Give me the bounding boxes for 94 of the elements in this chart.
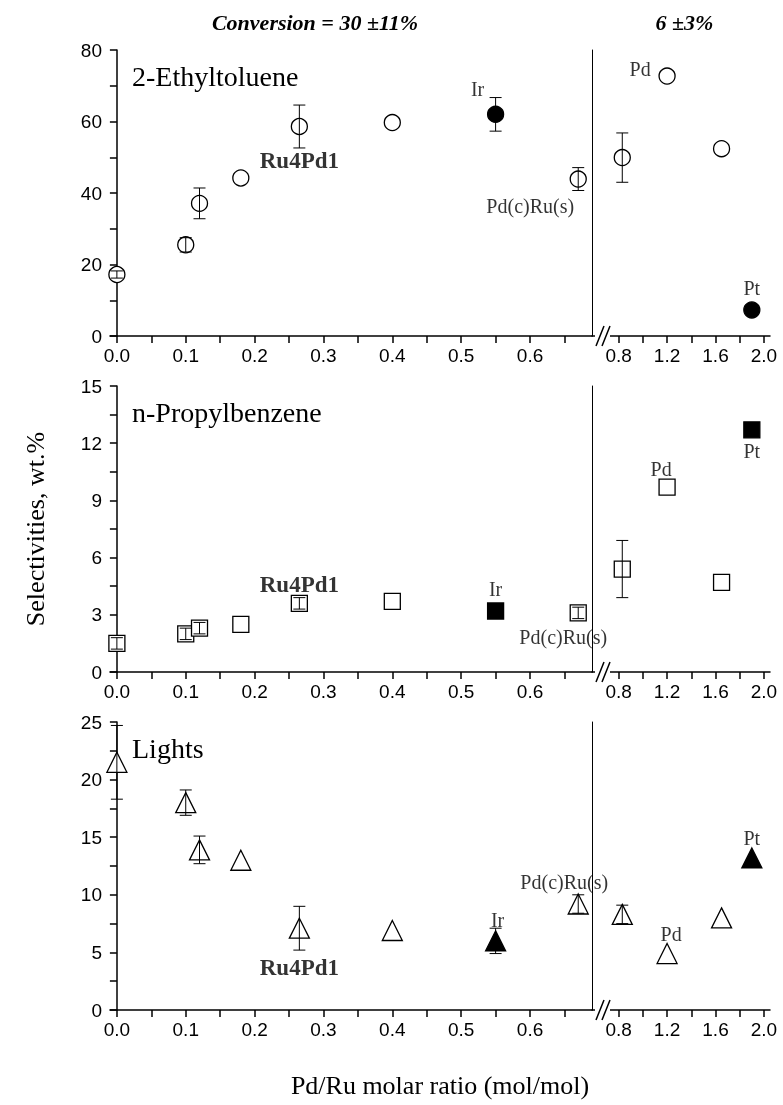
point bbox=[743, 301, 761, 319]
point bbox=[290, 117, 309, 136]
y-tick-label: 0 bbox=[91, 325, 102, 347]
y-tick-label: 9 bbox=[91, 489, 102, 511]
x-tick-label: 1.6 bbox=[702, 681, 729, 702]
point bbox=[381, 919, 403, 942]
x-tick-label: 0.3 bbox=[310, 681, 337, 702]
point bbox=[288, 917, 311, 939]
point bbox=[710, 907, 733, 929]
x-tick-label: 0.5 bbox=[447, 681, 475, 702]
x-tick-label: 0.1 bbox=[172, 681, 199, 702]
point bbox=[486, 602, 505, 620]
point bbox=[383, 592, 401, 611]
x-tick-label: 0.4 bbox=[379, 1019, 406, 1040]
x-tick-label: 0.0 bbox=[103, 345, 131, 366]
x-tick-label: 0.1 bbox=[172, 1019, 199, 1040]
annotation: Ru4Pd1 bbox=[259, 148, 339, 174]
y-tick-label: 5 bbox=[91, 941, 102, 963]
point bbox=[232, 169, 250, 187]
x-tick-label: 1.6 bbox=[702, 1019, 729, 1040]
y-tick-label: 12 bbox=[80, 432, 102, 454]
x-tick-label: 1.6 bbox=[702, 345, 729, 366]
annotation: Pt bbox=[743, 439, 761, 462]
y-tick-label: 6 bbox=[91, 547, 102, 569]
x-tick-label: 0.2 bbox=[241, 345, 268, 366]
x-tick-label: 0.8 bbox=[605, 345, 632, 366]
x-tick-label: 0.6 bbox=[516, 1019, 544, 1040]
point bbox=[232, 615, 250, 633]
point bbox=[230, 849, 252, 871]
annotation: Ru4Pd1 bbox=[259, 954, 339, 980]
annotation: Pt bbox=[743, 826, 761, 849]
x-tick-label: 0.8 bbox=[605, 681, 632, 702]
x-tick-label: 0.2 bbox=[241, 1019, 268, 1040]
point bbox=[188, 839, 211, 861]
chart-title: Conversion = 30 ±11% bbox=[211, 9, 419, 35]
x-tick-label: 0.3 bbox=[310, 345, 337, 366]
annotation: Ir bbox=[488, 577, 503, 600]
y-tick-label: 20 bbox=[80, 254, 102, 275]
point bbox=[383, 113, 401, 132]
point bbox=[741, 847, 763, 869]
point bbox=[743, 421, 761, 439]
x-tick-label: 0.5 bbox=[447, 345, 475, 366]
point bbox=[658, 67, 676, 85]
chart-title: 6 ±3% bbox=[655, 9, 714, 35]
y-tick-label: 15 bbox=[80, 375, 102, 397]
annotation: Pt bbox=[743, 276, 761, 299]
annotation: Lights bbox=[132, 732, 204, 764]
y-tick-label: 3 bbox=[91, 604, 102, 626]
point bbox=[656, 942, 678, 965]
x-tick-label: 0.6 bbox=[516, 681, 544, 702]
x-tick-label: 0.2 bbox=[241, 681, 268, 702]
y-tick-label: 0 bbox=[91, 999, 102, 1021]
x-tick-label: 0.0 bbox=[103, 681, 131, 702]
x-tick-label: 2.0 bbox=[750, 345, 778, 366]
x-tick-label: 2.0 bbox=[750, 1019, 778, 1040]
x-tick-label: 1.2 bbox=[653, 345, 681, 366]
x-tick-label: 0.1 bbox=[172, 345, 199, 366]
y-tick-label: 40 bbox=[80, 182, 102, 204]
y-tick-label: 0 bbox=[91, 661, 102, 683]
point bbox=[613, 560, 631, 578]
y-tick-label: 25 bbox=[80, 711, 102, 733]
point bbox=[484, 930, 507, 952]
y-tick-label: 60 bbox=[80, 111, 102, 132]
annotation: Pd bbox=[660, 922, 682, 945]
point bbox=[712, 573, 731, 592]
y-tick-label: 80 bbox=[80, 39, 102, 61]
x-tick-label: 1.2 bbox=[653, 681, 681, 702]
y-tick-label: 15 bbox=[80, 826, 102, 848]
annotation: 2-Ethyltoluene bbox=[132, 60, 299, 92]
x-tick-label: 0.6 bbox=[516, 345, 544, 366]
annotation: Pd bbox=[629, 58, 651, 81]
x-axis-title: Pd/Ru molar ratio (mol/mol) bbox=[290, 1070, 590, 1100]
y-axis-title: Selectivities, wt.% bbox=[20, 431, 50, 627]
x-tick-label: 0.5 bbox=[447, 1019, 475, 1040]
y-tick-label: 10 bbox=[80, 884, 102, 906]
annotation: Ru4Pd1 bbox=[259, 571, 339, 597]
point bbox=[613, 148, 631, 167]
x-tick-label: 0.8 bbox=[605, 1019, 632, 1040]
point bbox=[190, 194, 209, 213]
annotation: n-Propylbenzene bbox=[132, 396, 322, 428]
point bbox=[658, 478, 676, 496]
x-tick-label: 0.4 bbox=[379, 681, 406, 702]
x-tick-label: 0.3 bbox=[310, 1019, 337, 1040]
x-tick-label: 2.0 bbox=[750, 681, 778, 702]
annotation: Pd(c)Ru(s) bbox=[486, 195, 575, 219]
point bbox=[486, 105, 505, 123]
y-tick-label: 20 bbox=[80, 769, 102, 791]
annotation: Ir bbox=[470, 78, 485, 101]
annotation: Pd bbox=[650, 458, 672, 481]
x-tick-label: 0.4 bbox=[379, 345, 406, 366]
point bbox=[712, 140, 731, 158]
annotation: Ir bbox=[490, 908, 505, 931]
x-tick-label: 1.2 bbox=[653, 1019, 681, 1040]
x-tick-label: 0.0 bbox=[103, 1019, 131, 1040]
